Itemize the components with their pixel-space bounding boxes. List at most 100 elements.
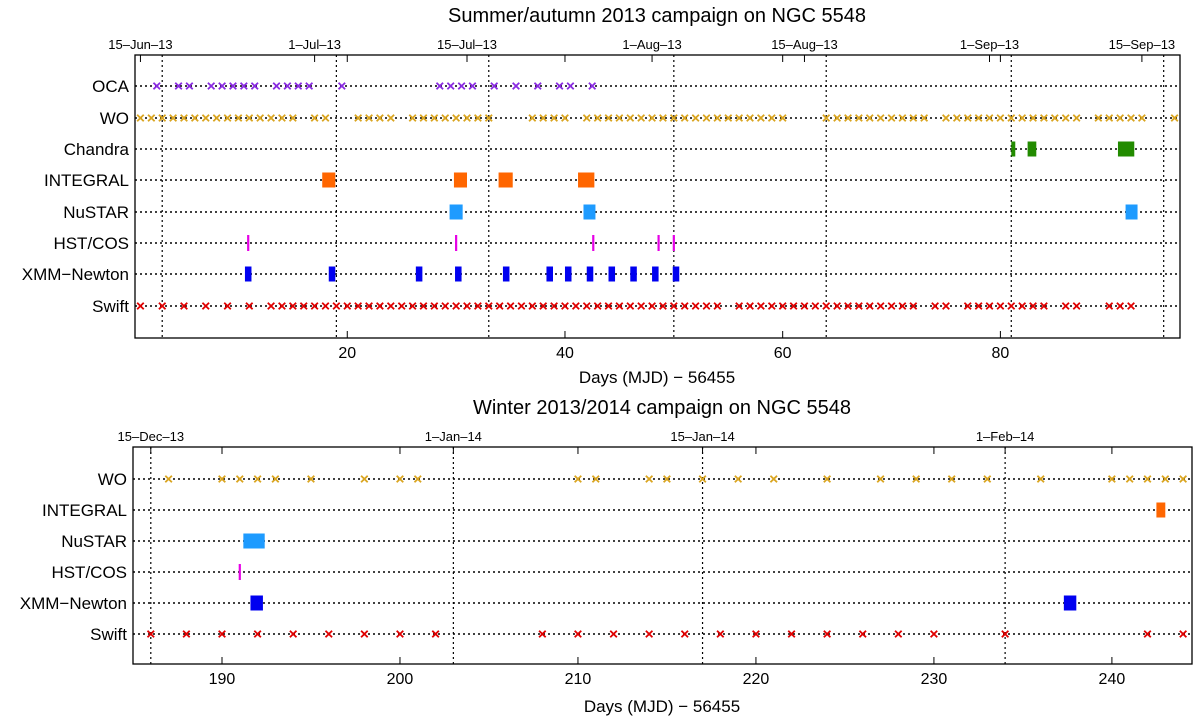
observation-cross <box>164 475 173 483</box>
observation-cross <box>566 82 575 90</box>
observation-cross <box>307 475 315 483</box>
observation-cross <box>539 114 548 122</box>
observation-cross <box>239 82 248 90</box>
observation-cross <box>974 114 983 122</box>
observation-cross <box>185 82 194 90</box>
observation-cross <box>283 82 292 90</box>
observation-cross <box>996 302 1005 310</box>
date-tick-label: 15–Sep–13 <box>1109 37 1176 52</box>
date-tick-label: 1–Feb–14 <box>976 429 1035 444</box>
observation-cross <box>887 302 896 310</box>
observation-cross <box>490 82 499 90</box>
observation-cross <box>457 82 466 90</box>
observation-cross <box>288 302 297 310</box>
observation-cross <box>593 302 602 310</box>
observation-cross <box>574 475 582 483</box>
observation-cross <box>408 302 417 310</box>
observation-cross <box>822 302 831 310</box>
observation-cross <box>909 302 918 310</box>
observation-cross <box>876 475 885 483</box>
instrument-label: WO <box>98 470 127 489</box>
instrument-label: XMM−Newton <box>22 265 129 284</box>
observation-cross <box>752 630 760 638</box>
observation-cross <box>876 114 885 122</box>
observation-cross <box>811 302 820 310</box>
observation-cross <box>550 302 559 310</box>
summer-autumn-panel: Summer/autumn 2013 campaign on NGC 5548 … <box>22 5 1181 387</box>
observation-cross <box>419 302 428 310</box>
observation-cross <box>360 630 369 638</box>
observation-cross <box>1143 475 1152 483</box>
observation-block <box>449 204 463 220</box>
observation-block <box>244 266 252 282</box>
observation-cross <box>854 114 863 122</box>
observation-cross <box>1018 114 1027 122</box>
observation-cross <box>324 630 333 638</box>
observation-cross <box>190 114 199 122</box>
observation-cross <box>289 630 298 638</box>
observation-cross <box>1127 302 1135 310</box>
observation-cross <box>663 475 671 483</box>
observation-cross <box>250 82 259 90</box>
observation-cross <box>1179 475 1188 483</box>
x-tick-label: 210 <box>565 671 592 688</box>
observation-cross <box>593 114 602 122</box>
observation-cross <box>823 475 832 483</box>
instrument-label: Chandra <box>64 140 130 159</box>
observation-cross <box>1094 114 1103 122</box>
observation-cross <box>823 630 832 638</box>
observation-cross <box>321 114 330 122</box>
observation-cross <box>591 475 600 483</box>
observation-cross <box>1116 302 1125 310</box>
observation-cross <box>256 114 265 122</box>
observation-cross <box>865 114 874 122</box>
x-axis-label: Days (MJD) − 56455 <box>579 368 735 387</box>
instrument-label: Swift <box>92 297 129 316</box>
observation-cross <box>397 302 406 310</box>
observation-cross <box>158 114 167 122</box>
observation-cross <box>506 302 515 310</box>
observation-cross <box>321 302 330 310</box>
observation-cross <box>1116 114 1125 122</box>
observation-cross <box>223 302 232 310</box>
observation-cross <box>691 114 700 122</box>
observation-cross <box>865 302 874 310</box>
date-tick-label: 1–Jan–14 <box>425 429 482 444</box>
observation-cross <box>463 302 471 310</box>
observation-cross <box>1036 475 1045 483</box>
x-tick-label: 220 <box>743 671 770 688</box>
observation-cross <box>974 302 983 310</box>
observation-cross <box>174 82 183 90</box>
observation-cross <box>452 302 461 310</box>
observation-cross <box>180 114 188 122</box>
date-tick-label: 1–Sep–13 <box>960 37 1019 52</box>
observation-cross <box>604 114 613 122</box>
observation-cross <box>669 114 678 122</box>
observation-cross <box>408 114 417 122</box>
date-tick-label: 15–Dec–13 <box>118 429 185 444</box>
observation-cross <box>1125 475 1134 483</box>
observation-cross <box>854 302 863 310</box>
observation-cross <box>473 302 482 310</box>
observation-cross <box>278 114 286 122</box>
observation-cross <box>963 302 972 310</box>
observation-cross <box>833 302 842 310</box>
observation-cross <box>659 114 667 122</box>
panel-title: Summer/autumn 2013 campaign on NGC 5548 <box>448 5 866 27</box>
observation-block <box>672 266 680 282</box>
observation-cross <box>528 302 537 310</box>
observation-block <box>322 172 336 188</box>
observation-cross <box>844 302 852 310</box>
observation-cross <box>1001 630 1010 638</box>
observation-cross <box>952 114 961 122</box>
observation-cross <box>767 302 776 310</box>
observation-cross <box>332 302 341 310</box>
observation-block <box>328 266 336 282</box>
observation-cross <box>512 82 520 90</box>
observation-cross <box>698 475 707 483</box>
observation-cross <box>985 302 994 310</box>
observation-cross <box>582 114 591 122</box>
observation-cross <box>484 114 493 122</box>
observation-cross <box>136 114 145 122</box>
